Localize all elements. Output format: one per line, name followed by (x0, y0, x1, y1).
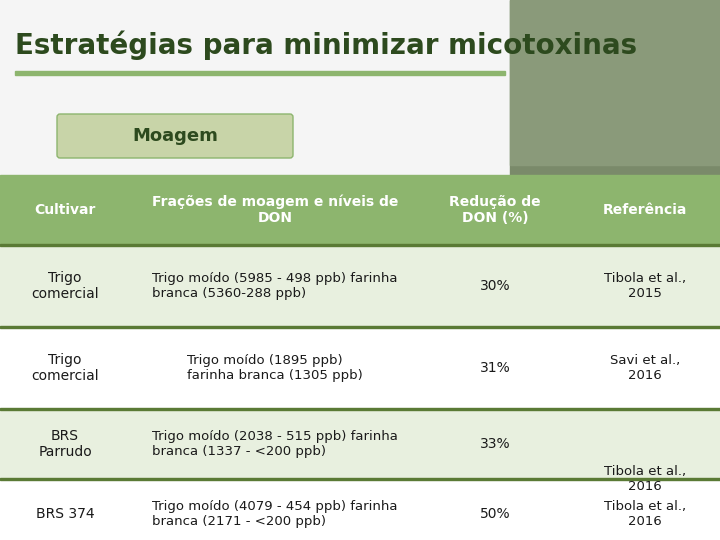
Text: Trigo moído (5985 - 498 ppb) farinha
branca (5360-288 ppb): Trigo moído (5985 - 498 ppb) farinha bra… (152, 272, 397, 300)
Text: 31%: 31% (480, 361, 510, 375)
Text: Trigo moído (1895 ppb)
farinha branca (1305 ppb): Trigo moído (1895 ppb) farinha branca (1… (187, 354, 363, 382)
Text: Savi et al.,
2016: Savi et al., 2016 (610, 354, 680, 382)
Bar (0, 327, 720, 409)
Bar (0, 478, 720, 480)
Text: BRS 374: BRS 374 (36, 507, 94, 521)
Text: Redução de
DON (%): Redução de DON (%) (449, 195, 541, 225)
Bar (15, 71, 505, 75)
Text: Trigo
comercial: Trigo comercial (31, 353, 99, 383)
Text: Tibola et al.,
2015: Tibola et al., 2015 (604, 272, 686, 300)
Text: Frações de moagem e níveis de
DON: Frações de moagem e níveis de DON (152, 194, 398, 225)
Text: BRS
Parrudo: BRS Parrudo (38, 429, 92, 459)
Bar (0, 409, 720, 479)
Bar (510, 0, 720, 175)
FancyBboxPatch shape (57, 114, 293, 158)
Text: Cultivar: Cultivar (35, 203, 96, 217)
Text: Trigo
comercial: Trigo comercial (31, 271, 99, 301)
Text: Trigo moído (2038 - 515 ppb) farinha
branca (1337 - <200 ppb): Trigo moído (2038 - 515 ppb) farinha bra… (152, 430, 398, 458)
Text: Estratégias para minimizar micotoxinas: Estratégias para minimizar micotoxinas (15, 30, 637, 59)
Text: Referência: Referência (603, 203, 687, 217)
Bar (0, 245, 720, 327)
Bar (0, 244, 720, 246)
Text: Trigo moído (4079 - 454 ppb) farinha
branca (2171 - <200 ppb): Trigo moído (4079 - 454 ppb) farinha bra… (152, 500, 397, 528)
Bar (510, 0, 720, 165)
Bar (0, 0, 720, 175)
Text: Tibola et al.,
2016: Tibola et al., 2016 (604, 465, 686, 493)
Bar (0, 175, 720, 245)
Bar (0, 326, 720, 328)
Text: 33%: 33% (480, 437, 510, 451)
Text: Moagem: Moagem (132, 127, 218, 145)
Bar (0, 408, 720, 410)
Text: Tibola et al.,
2016: Tibola et al., 2016 (604, 500, 686, 528)
Text: 50%: 50% (480, 507, 510, 521)
Text: 30%: 30% (480, 279, 510, 293)
Bar (0, 479, 720, 540)
